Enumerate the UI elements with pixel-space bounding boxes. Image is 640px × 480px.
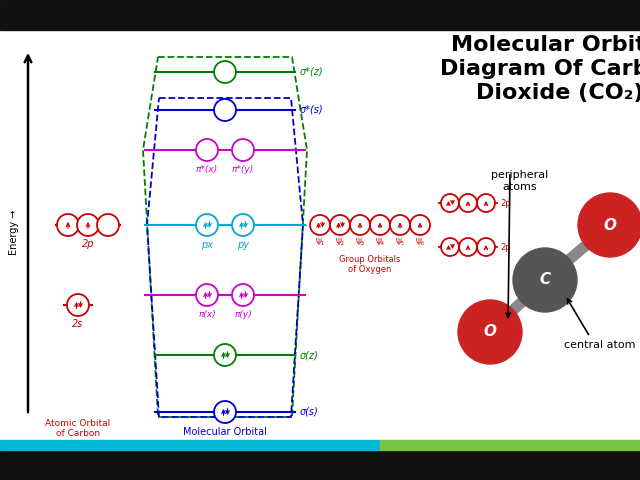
Text: O: O xyxy=(604,217,616,232)
Circle shape xyxy=(57,214,79,236)
Text: σ(z): σ(z) xyxy=(300,350,319,360)
Text: Ψ₆: Ψ₆ xyxy=(415,238,424,247)
Circle shape xyxy=(513,248,577,312)
Circle shape xyxy=(459,194,477,212)
Bar xyxy=(0,0,640,30)
Text: Group Orbitals
of Oxygen: Group Orbitals of Oxygen xyxy=(339,255,401,275)
Circle shape xyxy=(196,284,218,306)
Text: π(x): π(x) xyxy=(198,310,216,319)
Text: 2p: 2p xyxy=(500,242,511,252)
Text: peripheral
atoms: peripheral atoms xyxy=(492,170,548,192)
Circle shape xyxy=(441,238,459,256)
Bar xyxy=(0,440,380,450)
Text: C: C xyxy=(540,273,550,288)
Text: Ψ₅: Ψ₅ xyxy=(396,238,404,247)
Circle shape xyxy=(214,344,236,366)
Text: σ(s): σ(s) xyxy=(300,407,319,417)
Bar xyxy=(380,440,640,450)
Circle shape xyxy=(97,214,119,236)
Circle shape xyxy=(77,214,99,236)
Circle shape xyxy=(410,215,430,235)
Circle shape xyxy=(232,284,254,306)
Circle shape xyxy=(232,139,254,161)
Text: Molecular Orbital
Diagram Of Carbon
Dioxide (CO₂): Molecular Orbital Diagram Of Carbon Diox… xyxy=(440,35,640,103)
Circle shape xyxy=(578,193,640,257)
Text: π*(y): π*(y) xyxy=(232,165,254,174)
Text: σ*(z): σ*(z) xyxy=(300,67,324,77)
Circle shape xyxy=(350,215,370,235)
Circle shape xyxy=(459,238,477,256)
Circle shape xyxy=(477,238,495,256)
Circle shape xyxy=(214,61,236,83)
Text: 2s: 2s xyxy=(72,319,84,329)
Circle shape xyxy=(477,194,495,212)
Text: 2p: 2p xyxy=(500,199,511,207)
Circle shape xyxy=(390,215,410,235)
Text: Atomic Orbital
of Carbon: Atomic Orbital of Carbon xyxy=(45,419,111,438)
Text: σ*(s): σ*(s) xyxy=(300,105,324,115)
Bar xyxy=(0,30,640,440)
Circle shape xyxy=(330,215,350,235)
Text: py: py xyxy=(237,240,249,250)
Circle shape xyxy=(441,194,459,212)
Text: Energy →: Energy → xyxy=(9,209,19,255)
Text: Ψ₃: Ψ₃ xyxy=(355,238,365,247)
Text: px: px xyxy=(201,240,213,250)
Circle shape xyxy=(232,214,254,236)
Text: π(y): π(y) xyxy=(234,310,252,319)
Text: O: O xyxy=(483,324,497,339)
Text: central atom: central atom xyxy=(564,340,636,350)
Bar xyxy=(0,450,640,480)
Text: Ψ₄: Ψ₄ xyxy=(376,238,385,247)
Circle shape xyxy=(196,214,218,236)
Circle shape xyxy=(67,294,89,316)
Text: π*(x): π*(x) xyxy=(196,165,218,174)
Text: Ψ₁: Ψ₁ xyxy=(316,238,324,247)
Circle shape xyxy=(458,300,522,364)
Circle shape xyxy=(214,99,236,121)
Circle shape xyxy=(196,139,218,161)
Circle shape xyxy=(310,215,330,235)
Text: Ψ₂: Ψ₂ xyxy=(335,238,344,247)
Circle shape xyxy=(370,215,390,235)
Text: Molecular Orbital: Molecular Orbital xyxy=(183,427,267,437)
Circle shape xyxy=(214,401,236,423)
Text: 2p: 2p xyxy=(82,239,94,249)
